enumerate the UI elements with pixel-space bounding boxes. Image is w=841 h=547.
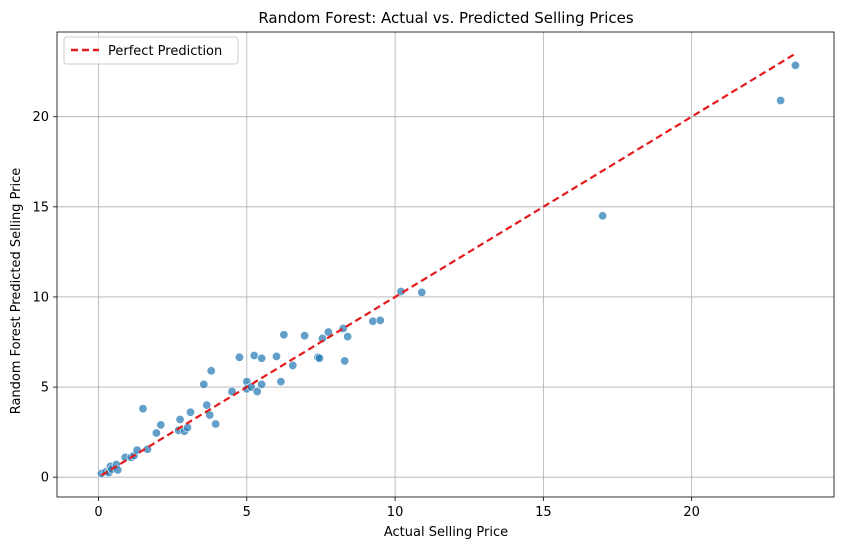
chart-title: Random Forest: Actual vs. Predicted Sell…	[258, 9, 634, 27]
x-tick-label: 15	[535, 505, 552, 520]
data-point	[598, 211, 608, 221]
y-tick-label: 15	[32, 200, 49, 215]
data-point	[417, 287, 427, 297]
data-point	[279, 330, 289, 340]
data-point	[234, 352, 244, 362]
data-point	[257, 379, 267, 389]
x-tick-label: 0	[94, 505, 102, 520]
perfect-prediction-line-layer	[100, 52, 797, 477]
axes: 0 5 10 15 20 0 5 10 15 20	[32, 31, 835, 520]
data-point	[206, 366, 216, 376]
x-tick-label: 5	[243, 505, 251, 520]
data-point	[776, 95, 786, 105]
y-tick-label: 0	[41, 471, 49, 486]
data-point	[138, 404, 148, 414]
data-point	[271, 351, 281, 361]
data-point	[199, 379, 209, 389]
data-point	[156, 420, 166, 430]
data-point	[340, 356, 350, 366]
data-point	[185, 407, 195, 417]
data-point	[317, 333, 327, 343]
data-point	[314, 353, 324, 363]
data-point	[252, 387, 262, 397]
y-axis-label: Random Forest Predicted Selling Price	[9, 168, 24, 415]
plot-frame	[56, 31, 835, 498]
data-point	[300, 331, 310, 341]
x-tick-label: 20	[683, 505, 700, 520]
grid	[57, 32, 834, 497]
y-tick-label: 10	[32, 290, 49, 305]
x-tick-label: 10	[387, 505, 404, 520]
data-point	[151, 428, 161, 438]
data-point	[257, 353, 267, 363]
data-point	[368, 316, 378, 326]
legend-box	[63, 36, 239, 65]
x-axis-label: Actual Selling Price	[384, 525, 508, 540]
y-tick-label: 20	[32, 110, 49, 125]
perfect-prediction-line	[100, 52, 797, 477]
data-point	[211, 419, 221, 429]
data-point	[175, 414, 185, 424]
legend: Perfect Prediction	[63, 36, 239, 65]
data-point	[202, 400, 212, 410]
data-point	[375, 315, 385, 325]
data-point	[276, 377, 286, 387]
data-point	[343, 332, 353, 342]
data-point	[182, 423, 192, 433]
data-point	[288, 360, 298, 370]
data-points	[96, 60, 800, 479]
y-tick-label: 5	[41, 381, 49, 396]
legend-label-perfect-prediction: Perfect Prediction	[108, 44, 222, 59]
data-point	[790, 60, 800, 70]
